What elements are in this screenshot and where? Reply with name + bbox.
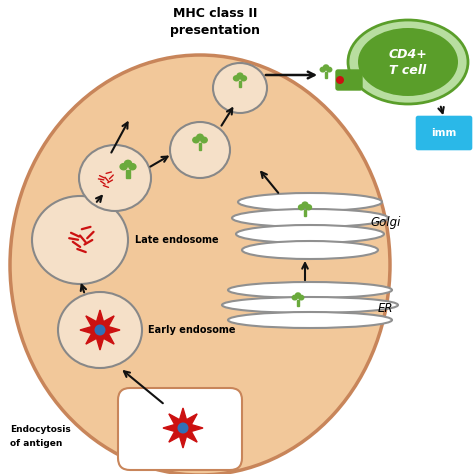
Ellipse shape: [193, 137, 199, 143]
Ellipse shape: [58, 292, 142, 368]
Ellipse shape: [238, 193, 382, 211]
Ellipse shape: [302, 202, 308, 207]
Polygon shape: [163, 408, 203, 448]
Text: CD4+
T cell: CD4+ T cell: [389, 47, 428, 76]
Bar: [325, 72, 327, 78]
Ellipse shape: [213, 63, 267, 113]
Ellipse shape: [327, 67, 332, 72]
Ellipse shape: [236, 225, 384, 243]
FancyArrowPatch shape: [124, 371, 163, 403]
Polygon shape: [80, 310, 120, 350]
FancyArrowPatch shape: [221, 109, 232, 126]
FancyBboxPatch shape: [415, 115, 473, 151]
Ellipse shape: [295, 293, 301, 298]
FancyBboxPatch shape: [336, 70, 362, 90]
Ellipse shape: [197, 134, 203, 140]
Ellipse shape: [348, 20, 468, 104]
Bar: [239, 81, 241, 87]
Circle shape: [94, 325, 106, 336]
Text: imm: imm: [431, 128, 456, 138]
Text: Early endosome: Early endosome: [148, 325, 236, 335]
Ellipse shape: [120, 164, 127, 170]
Ellipse shape: [125, 160, 131, 166]
Bar: [199, 143, 201, 150]
Ellipse shape: [228, 312, 392, 328]
FancyArrowPatch shape: [438, 107, 444, 113]
Text: MHC class II
presentation: MHC class II presentation: [170, 7, 260, 37]
Ellipse shape: [242, 241, 378, 259]
Ellipse shape: [299, 205, 304, 210]
Bar: [297, 300, 299, 306]
Ellipse shape: [323, 65, 328, 69]
Bar: [127, 170, 129, 178]
Ellipse shape: [129, 164, 136, 170]
FancyBboxPatch shape: [118, 388, 242, 470]
Ellipse shape: [32, 196, 128, 284]
Ellipse shape: [358, 28, 458, 96]
Ellipse shape: [232, 209, 388, 227]
FancyArrowPatch shape: [261, 172, 278, 193]
FancyArrowPatch shape: [266, 72, 314, 78]
Ellipse shape: [241, 76, 246, 81]
Ellipse shape: [79, 145, 151, 211]
Circle shape: [177, 422, 189, 434]
Text: Endocytosis: Endocytosis: [10, 426, 71, 435]
Circle shape: [336, 76, 344, 84]
Ellipse shape: [222, 297, 398, 313]
Text: Golgi: Golgi: [370, 216, 401, 228]
Ellipse shape: [320, 67, 325, 72]
FancyArrowPatch shape: [96, 196, 102, 202]
Ellipse shape: [299, 295, 304, 300]
Ellipse shape: [10, 55, 390, 474]
Ellipse shape: [306, 205, 311, 210]
FancyArrowPatch shape: [150, 156, 168, 166]
Ellipse shape: [201, 137, 207, 143]
Text: Late endosome: Late endosome: [135, 235, 219, 245]
Bar: [304, 210, 306, 216]
FancyArrowPatch shape: [81, 285, 86, 292]
Text: of antigen: of antigen: [10, 438, 63, 447]
FancyArrowPatch shape: [302, 263, 308, 280]
Ellipse shape: [237, 73, 243, 78]
Text: ER: ER: [378, 301, 393, 315]
Ellipse shape: [170, 122, 230, 178]
Ellipse shape: [228, 282, 392, 298]
FancyArrowPatch shape: [111, 122, 128, 153]
Ellipse shape: [292, 295, 297, 300]
Ellipse shape: [234, 76, 239, 81]
